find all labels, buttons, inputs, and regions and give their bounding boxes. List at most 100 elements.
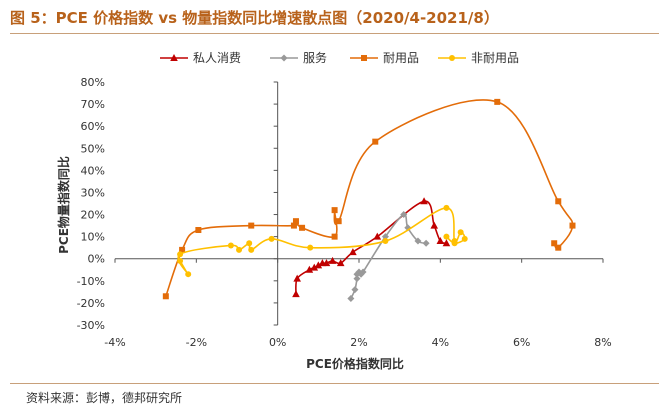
data-point-nondurable-goods — [177, 251, 184, 258]
data-point-services — [400, 211, 408, 219]
data-point-private-consumption — [293, 274, 301, 282]
data-point-nondurable-goods — [268, 235, 275, 242]
data-point-durable-goods — [335, 218, 342, 225]
data-point-private-consumption — [420, 197, 428, 205]
axes: -30% -20% -10% 0% 10% 20% 30% 40% 50% 60% 70% 80% -4… — [77, 76, 612, 349]
y-tick-label: 40% — [81, 164, 105, 177]
data-point-nondurable-goods — [227, 242, 234, 249]
x-tick-label: -2% — [186, 336, 207, 349]
legend-label: 私人消费 — [193, 51, 241, 65]
source-divider — [10, 383, 659, 384]
legend-label: 非耐用品 — [471, 51, 519, 65]
legend-item-nondurable-goods: 非耐用品 — [438, 51, 519, 65]
data-point-services — [351, 286, 359, 294]
x-tick-label: 2% — [350, 336, 367, 349]
data-point-durable-goods — [555, 244, 562, 251]
data-point-private-consumption — [349, 248, 357, 256]
data-point-durable-goods — [331, 207, 338, 214]
y-tick-label: 80% — [81, 76, 105, 89]
data-point-nondurable-goods — [443, 233, 450, 240]
series-durable-goods — [162, 98, 576, 300]
data-point-durable-goods — [179, 246, 186, 253]
data-point-durable-goods — [292, 218, 299, 225]
data-point-durable-goods — [162, 293, 169, 300]
x-axis-title: PCE价格指数同比 — [306, 356, 404, 371]
legend-marker — [361, 55, 367, 61]
data-point-private-consumption — [310, 263, 319, 271]
legend-marker — [170, 54, 178, 61]
y-tick-label: -20% — [77, 297, 105, 310]
data-point-nondurable-goods — [457, 229, 464, 236]
x-tick-label: -4% — [104, 336, 125, 349]
source-note: 资料来源：彭博，德邦研究所 — [26, 391, 183, 405]
data-point-durable-goods — [299, 224, 306, 231]
data-point-durable-goods — [569, 222, 576, 229]
legend-marker — [280, 54, 288, 62]
data-point-private-consumption — [336, 259, 345, 267]
y-tick-label: 60% — [81, 120, 105, 133]
data-point-nondurable-goods — [461, 235, 468, 242]
y-tick-label: 20% — [81, 209, 105, 222]
data-point-nondurable-goods — [177, 257, 184, 264]
y-tick-label: 50% — [81, 142, 105, 155]
data-point-durable-goods — [372, 138, 379, 145]
data-point-durable-goods — [248, 222, 255, 229]
x-tick-label: 6% — [513, 336, 530, 349]
x-tick-label: 4% — [432, 336, 449, 349]
data-point-nondurable-goods — [451, 240, 458, 247]
legend-marker — [449, 55, 455, 61]
data-point-services — [422, 239, 430, 247]
y-tick-label: 30% — [81, 186, 105, 199]
y-tick-label: 0% — [88, 253, 105, 266]
data-point-durable-goods — [290, 222, 297, 229]
data-point-nondurable-goods — [307, 244, 314, 251]
series-layer — [162, 98, 576, 302]
data-point-durable-goods — [331, 233, 338, 240]
data-point-nondurable-goods — [248, 246, 255, 253]
data-point-private-consumption — [322, 259, 331, 267]
data-point-private-consumption — [442, 239, 451, 247]
data-point-services — [347, 294, 355, 302]
data-point-durable-goods — [195, 227, 202, 234]
legend-label: 服务 — [303, 50, 327, 65]
data-point-private-consumption — [314, 261, 323, 269]
legend-item-private-consumption: 私人消费 — [160, 51, 241, 65]
x-tick-label: 8% — [594, 336, 611, 349]
data-point-durable-goods — [555, 198, 562, 205]
data-point-durable-goods — [551, 240, 558, 247]
y-tick-label: 70% — [81, 98, 105, 111]
title-divider — [10, 33, 659, 34]
data-point-nondurable-goods — [246, 240, 253, 247]
data-point-nondurable-goods — [443, 204, 450, 211]
legend: 私人消费 服务 耐用品 非耐用品 — [160, 50, 519, 65]
legend-item-durable-goods: 耐用品 — [350, 51, 419, 65]
data-point-nondurable-goods — [185, 271, 192, 278]
data-point-nondurable-goods — [236, 246, 243, 253]
y-axis-title: PCE物量指数同比 — [56, 156, 71, 254]
legend-label: 耐用品 — [383, 51, 419, 65]
x-tick-label: 0% — [269, 336, 286, 349]
series-line-durable-goods — [165, 99, 574, 297]
data-point-private-consumption — [373, 232, 382, 240]
y-tick-label: 10% — [81, 231, 105, 244]
data-point-durable-goods — [494, 98, 501, 105]
data-point-private-consumption — [328, 256, 337, 264]
y-tick-label: -10% — [77, 275, 105, 288]
series-private-consumption — [292, 197, 451, 298]
data-point-private-consumption — [305, 265, 314, 273]
legend-item-services: 服务 — [270, 50, 327, 65]
series-nondurable-goods — [177, 204, 468, 278]
figure-header: 图 5：PCE 价格指数 vs 物量指数同比增速散点图（2020/4-2021/… — [0, 0, 669, 34]
data-point-private-consumption — [292, 290, 300, 298]
data-point-services — [414, 237, 422, 245]
figure-title: 图 5：PCE 价格指数 vs 物量指数同比增速散点图（2020/4-2021/… — [10, 9, 499, 27]
data-point-services — [359, 268, 367, 276]
data-point-services — [353, 275, 361, 283]
data-point-services — [381, 233, 389, 241]
data-point-private-consumption — [430, 221, 439, 229]
data-point-nondurable-goods — [382, 238, 389, 245]
data-point-private-consumption — [436, 237, 445, 245]
series-line-nondurable-goods — [177, 207, 466, 275]
y-tick-label: -30% — [77, 319, 105, 332]
